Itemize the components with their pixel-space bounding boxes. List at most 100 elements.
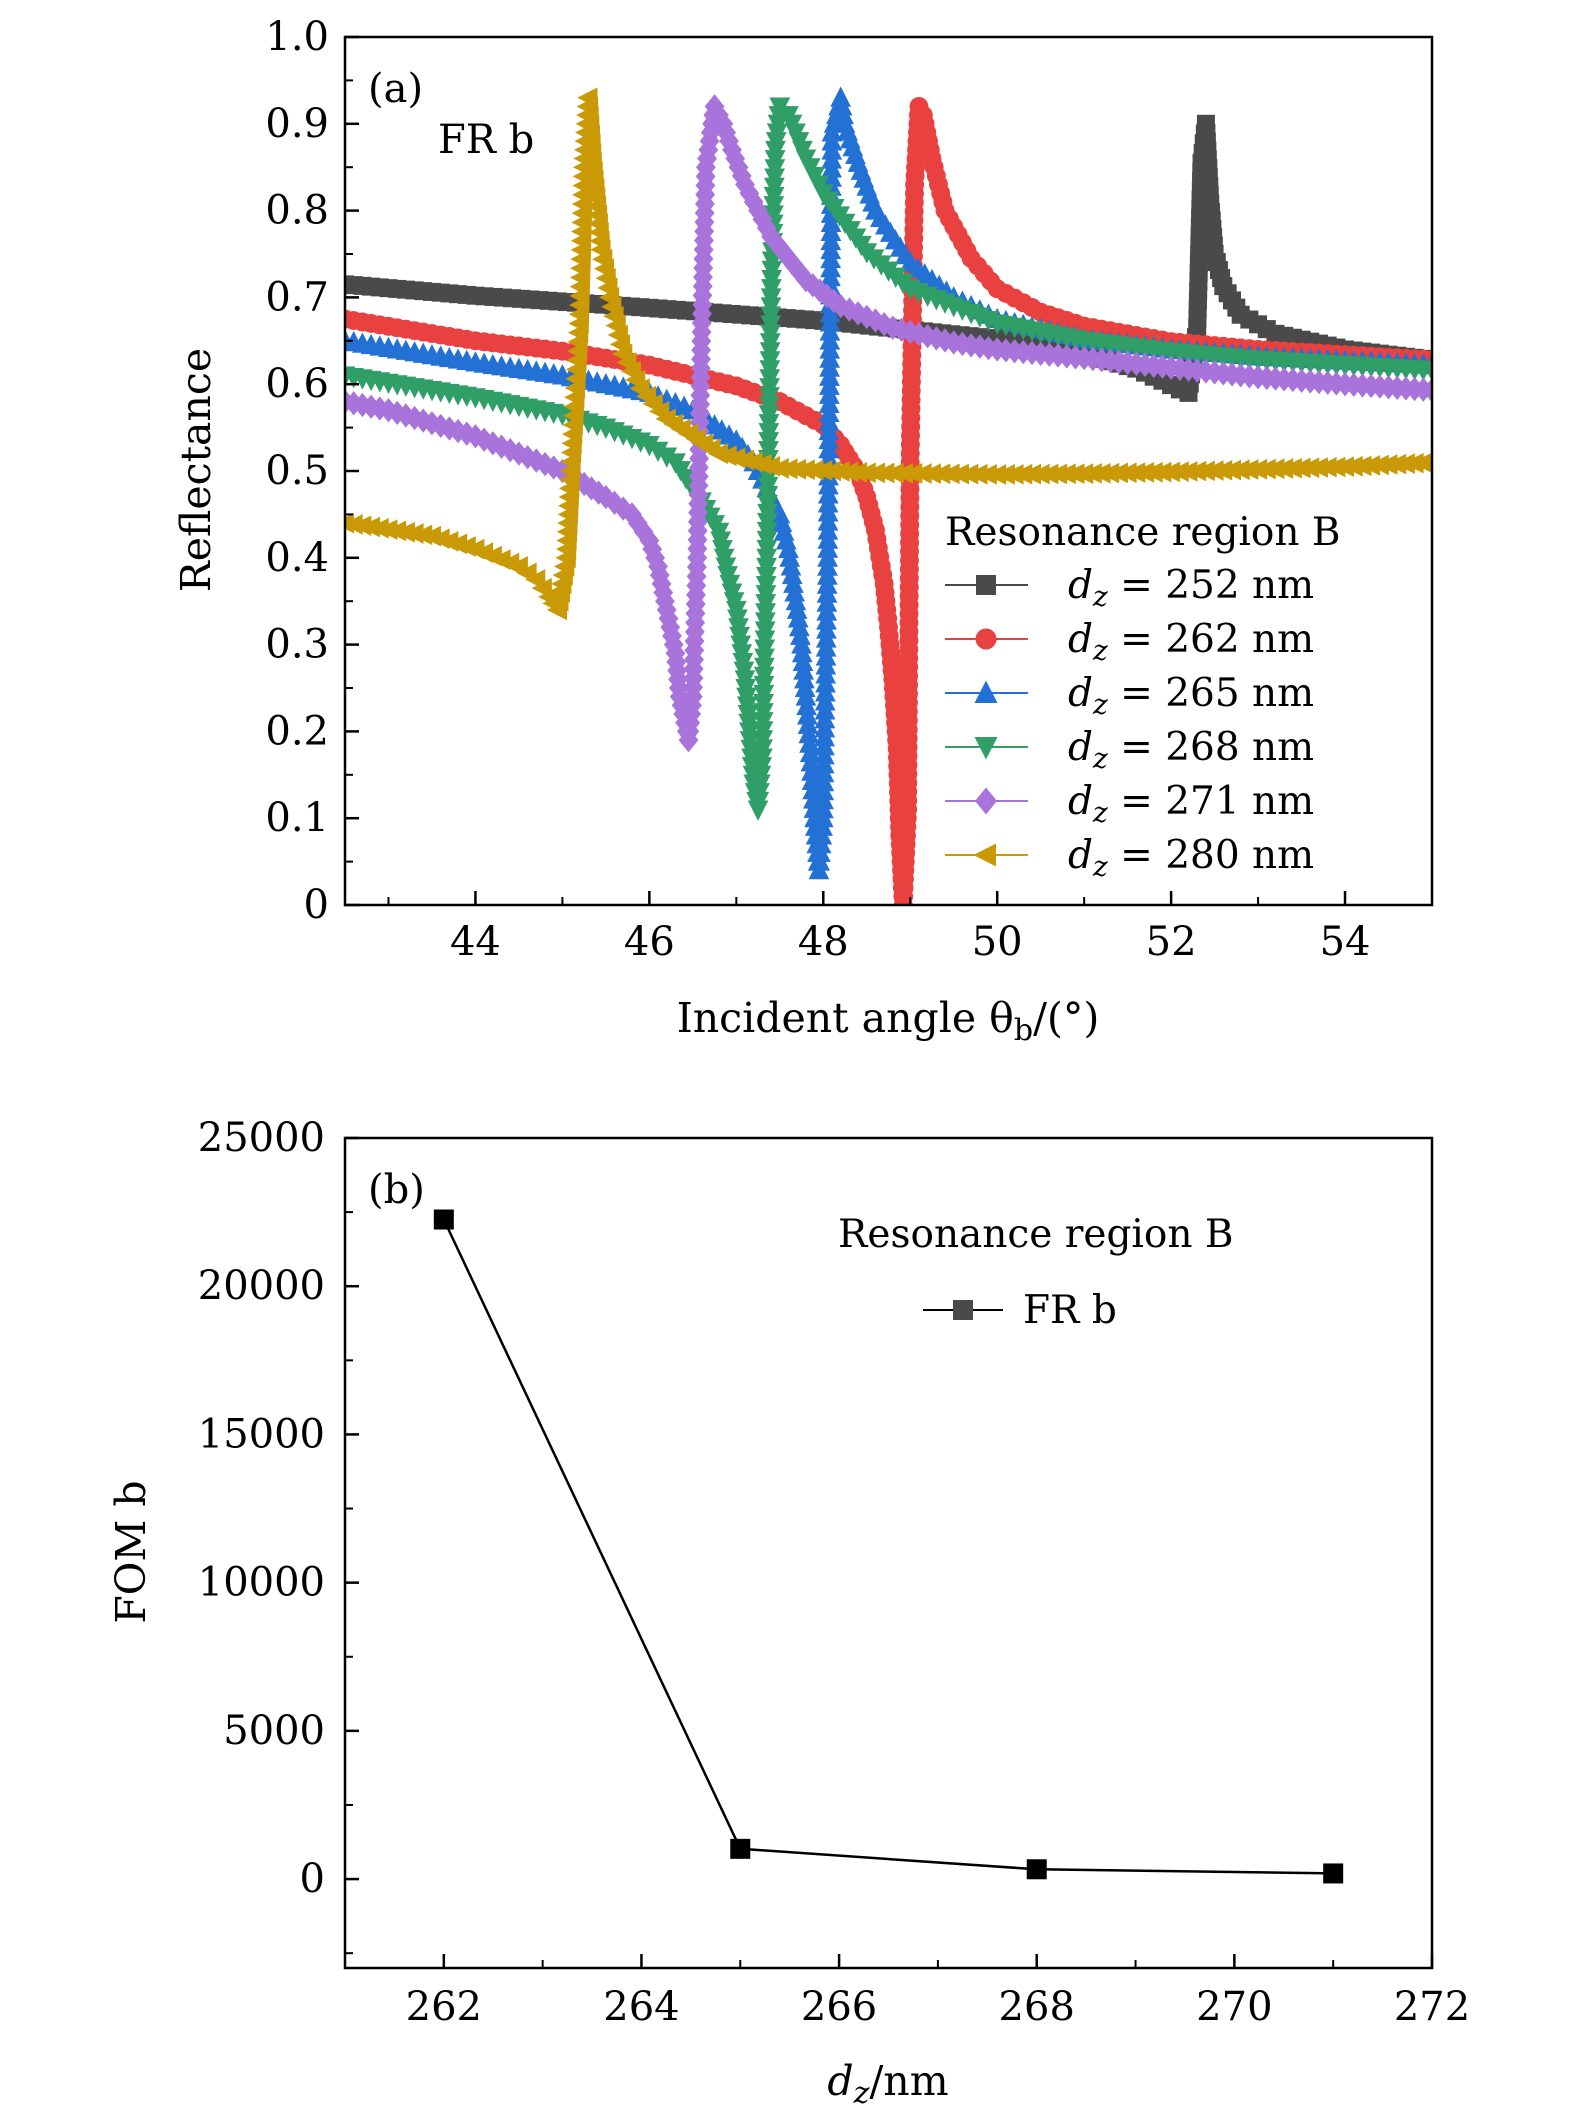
data-point <box>1421 361 1432 382</box>
panel-b-x-axis-label: dz/nm <box>827 2057 948 2111</box>
data-point <box>385 520 407 542</box>
legend-label: dz = 271 nm <box>1068 779 1314 829</box>
series-271-nm <box>345 94 1432 753</box>
data-point <box>781 563 803 585</box>
panel-b-legend-items: FR b <box>923 1288 1117 1333</box>
data-point <box>796 704 818 725</box>
panel-b-y-axis-label: FOM b <box>107 1480 155 1623</box>
panel-a-label: (a) <box>368 66 423 112</box>
data-point <box>743 189 764 215</box>
x-tick-label: 52 <box>1146 919 1197 965</box>
panel-b-series <box>433 1209 1344 1884</box>
legend-item: FR b <box>923 1288 1117 1333</box>
x-tick-label: 270 <box>1196 1984 1272 2030</box>
legend-marker <box>974 680 998 703</box>
data-point <box>874 312 895 337</box>
x-tick-label: 262 <box>406 1984 482 2030</box>
data-point <box>735 172 755 197</box>
fom-data-point <box>730 1838 751 1859</box>
y-tick-label: 15000 <box>198 1411 325 1457</box>
y-tick-label: 1.0 <box>265 14 329 60</box>
data-point <box>780 555 802 576</box>
data-point <box>799 741 821 763</box>
data-point <box>404 405 425 431</box>
data-point <box>783 572 804 593</box>
y-tick-label: 0.8 <box>265 188 329 234</box>
panel-a-annotation: FR b <box>438 117 534 163</box>
data-point <box>797 713 819 734</box>
x-tick-label: 50 <box>972 919 1023 965</box>
legend-marker <box>974 737 998 760</box>
y-tick-label: 0.2 <box>265 708 329 754</box>
x-tick-label: 266 <box>801 1984 877 2030</box>
x-tick-label: 272 <box>1394 1984 1470 2030</box>
fom-data-point <box>433 1209 454 1230</box>
data-point <box>1422 378 1432 403</box>
panel-a-x-axis-label: Incident angle θb/(°) <box>677 994 1100 1048</box>
data-point <box>796 694 817 716</box>
data-point <box>369 396 390 421</box>
data-point <box>722 137 742 162</box>
data-point <box>765 140 786 162</box>
panel-a-series <box>345 86 1432 905</box>
data-point <box>430 413 451 439</box>
data-point <box>359 516 381 538</box>
panel-a-ticks: 44 46 48 50 52 54 0 0.1 0.2 0.3 0.4 0.5 0.6 0.7 0.8 0.9… <box>265 14 1433 965</box>
legend-label: FR b <box>1023 1288 1117 1333</box>
x-tick-label: 264 <box>603 1984 679 2030</box>
legend-marker <box>976 575 996 595</box>
data-point <box>795 685 817 706</box>
data-point <box>656 447 678 468</box>
x-tick-label: 44 <box>450 919 501 965</box>
legend-label: dz = 280 nm <box>1068 833 1314 883</box>
x-tick-label: 46 <box>624 919 675 965</box>
data-point <box>785 589 807 611</box>
data-point <box>833 103 854 125</box>
data-point <box>798 723 820 744</box>
data-point <box>809 278 830 303</box>
data-point <box>784 581 806 602</box>
series-280-nm <box>345 87 1432 621</box>
legend-item: dz = 280 nm <box>945 833 1314 883</box>
legend-item: dz = 252 nm <box>945 563 1314 613</box>
data-point <box>801 760 822 781</box>
panel-b-legend-title: Resonance region B <box>838 1212 1234 1257</box>
y-tick-label: 25000 <box>198 1115 325 1161</box>
fom-data-point <box>1026 1859 1047 1880</box>
y-tick-label: 0.1 <box>265 795 329 841</box>
y-tick-label: 0.9 <box>265 101 329 147</box>
series-268-nm <box>345 97 1432 821</box>
panel-a-y-axis-label: Reflectance <box>172 348 220 592</box>
legend-item: dz = 268 nm <box>945 725 1314 775</box>
y-tick-label: 0.7 <box>265 274 329 320</box>
fom-line <box>442 1218 1334 1875</box>
data-point <box>394 521 415 543</box>
y-tick-label: 20000 <box>198 1263 325 1309</box>
data-point <box>779 546 801 567</box>
data-point <box>403 523 424 544</box>
data-point <box>926 326 947 351</box>
x-tick-label: 48 <box>798 919 849 965</box>
panel-b-label: (b) <box>368 1167 425 1213</box>
data-point <box>639 435 660 457</box>
data-point <box>767 114 789 136</box>
legend-label: dz = 252 nm <box>1068 563 1314 613</box>
y-tick-label: 5000 <box>223 1708 325 1754</box>
fom-data-point <box>1323 1863 1344 1884</box>
data-point <box>368 517 389 539</box>
data-point <box>465 424 486 449</box>
data-point <box>351 515 372 537</box>
y-tick-label: 0.4 <box>265 535 329 581</box>
x-tick-label: 268 <box>999 1984 1075 2030</box>
data-point <box>786 598 808 619</box>
data-point <box>800 751 822 772</box>
panel-a-plot-area <box>345 86 1432 905</box>
y-tick-label: 0.5 <box>265 448 329 494</box>
data-point <box>787 607 809 628</box>
data-point <box>1420 456 1432 469</box>
legend-item: dz = 271 nm <box>945 779 1314 829</box>
data-point <box>909 321 929 347</box>
legend-marker <box>975 787 997 815</box>
